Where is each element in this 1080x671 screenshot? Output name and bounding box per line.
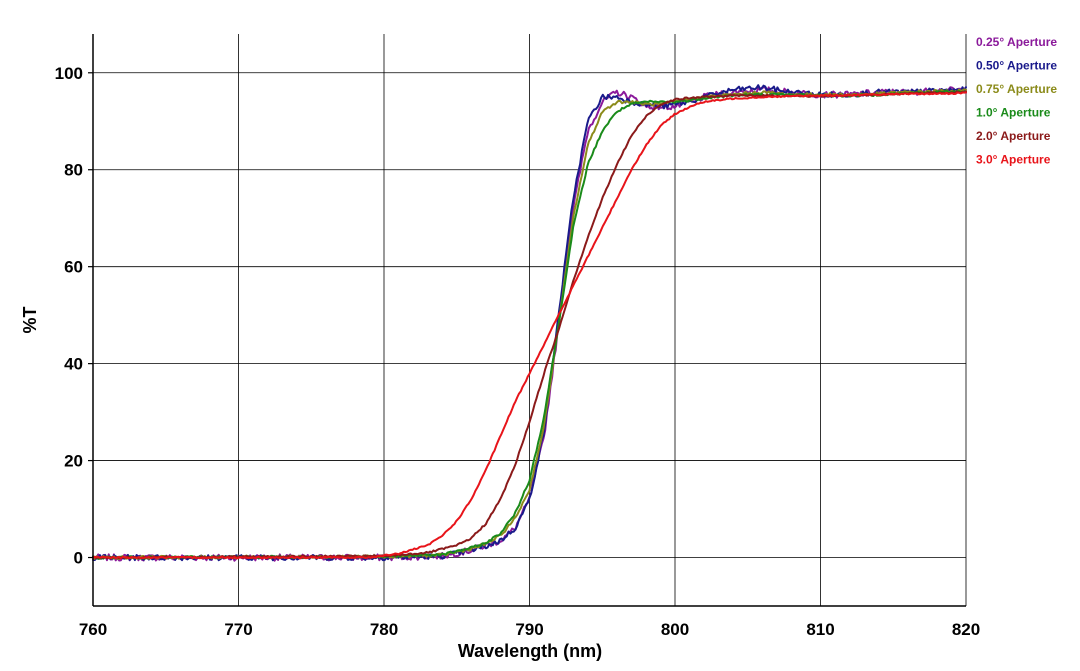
- series-line-5: [92, 91, 967, 560]
- y-axis-title: %T: [20, 306, 40, 333]
- x-tick-label: 760: [79, 620, 107, 639]
- y-tick-labels: 0 20 40 60 80 100: [55, 64, 83, 568]
- series-layer: [92, 84, 967, 562]
- y-tick-label: 20: [64, 452, 83, 471]
- legend-entry: 2.0° Aperture: [976, 129, 1051, 143]
- x-tick-label: 810: [806, 620, 834, 639]
- x-tick-label: 790: [515, 620, 543, 639]
- y-tick-label: 60: [64, 258, 83, 277]
- x-axis-title: Wavelength (nm): [458, 641, 602, 661]
- legend-entry: 3.0° Aperture: [976, 153, 1051, 167]
- grid: [93, 34, 967, 606]
- legend-entry: 0.50° Aperture: [976, 59, 1057, 73]
- x-tick-label: 780: [370, 620, 398, 639]
- y-tick-label: 100: [55, 64, 83, 83]
- y-tick-label: 40: [64, 355, 83, 374]
- legend-entry: 0.25° Aperture: [976, 35, 1057, 49]
- x-tick-label: 820: [952, 620, 980, 639]
- axes: [88, 34, 966, 607]
- y-tick-label: 0: [74, 549, 83, 568]
- x-tick-label: 770: [224, 620, 252, 639]
- y-tick-label: 80: [64, 161, 83, 180]
- legend-entry: 1.0° Aperture: [976, 106, 1051, 120]
- x-tick-label: 800: [661, 620, 689, 639]
- legend-entry: 0.75° Aperture: [976, 82, 1057, 96]
- legend: 0.25° Aperture 0.50° Aperture 0.75° Apertu…: [976, 35, 1057, 167]
- x-tick-labels: 760 770 780 790 800 810 820: [79, 620, 980, 639]
